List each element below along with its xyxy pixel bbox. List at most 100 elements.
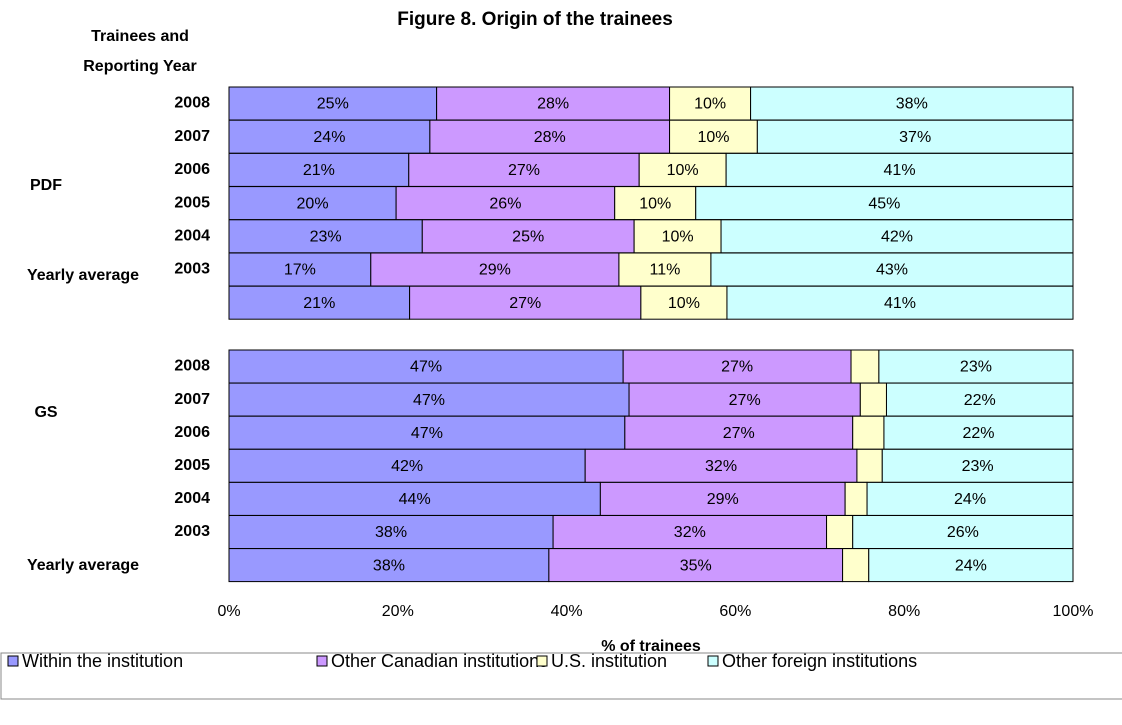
- y-tick-label: 2006: [174, 424, 210, 441]
- bar-segment: [228, 349, 624, 384]
- data-label: 10%: [694, 96, 726, 113]
- bar-segment: [228, 86, 438, 121]
- bar-segment: [409, 285, 642, 320]
- data-label: 10%: [697, 129, 729, 146]
- data-label: 32%: [705, 458, 737, 475]
- data-label: 27%: [508, 162, 540, 179]
- y-tick-label: 2007: [174, 128, 210, 145]
- bar-segment: [726, 285, 1074, 320]
- data-label: 42%: [881, 229, 913, 246]
- bar-segment: [826, 515, 854, 549]
- data-label: 28%: [534, 129, 566, 146]
- bar-segment: [228, 186, 397, 221]
- bar-segment: [228, 515, 554, 549]
- data-label: 22%: [964, 392, 996, 409]
- data-label: 29%: [479, 262, 511, 279]
- bar-segment: [669, 119, 758, 154]
- x-axis-label: % of trainees: [601, 638, 701, 655]
- legend-label: Other foreign institutions: [722, 651, 917, 671]
- data-label: 35%: [680, 557, 712, 574]
- bar-segment: [866, 481, 1074, 516]
- chart-title: Figure 8. Origin of the trainees: [397, 9, 673, 30]
- data-label: 10%: [667, 162, 699, 179]
- data-label: 38%: [373, 557, 405, 574]
- y-tick-label: 2003: [174, 523, 210, 540]
- bar-segment: [669, 86, 752, 121]
- bar-segment: [599, 481, 846, 516]
- data-label: 37%: [899, 129, 931, 146]
- bar-segment: [421, 219, 635, 254]
- x-tick-label: 80%: [888, 603, 920, 620]
- data-label: 11%: [650, 262, 681, 279]
- data-label: 32%: [674, 524, 706, 541]
- bar-segment: [628, 382, 861, 417]
- y-tick-label: 2005: [174, 457, 210, 474]
- bar-segment: [868, 548, 1074, 583]
- bar-segment: [548, 548, 844, 583]
- bar-segment: [852, 415, 885, 450]
- data-label: 21%: [303, 162, 335, 179]
- bar-segment: [228, 219, 423, 254]
- bar-segment: [750, 86, 1074, 121]
- y-axis-label: Reporting Year: [83, 58, 197, 75]
- y-tick-label: 2004: [174, 490, 210, 507]
- x-tick-label: 100%: [1053, 603, 1094, 620]
- bar-segment: [844, 481, 868, 516]
- average-label: Yearly average: [27, 267, 139, 284]
- y-tick-label: 2003: [174, 261, 210, 278]
- data-label: 27%: [723, 425, 755, 442]
- bar-segment: [395, 186, 616, 221]
- bar-segment: [878, 349, 1074, 384]
- bar-segment: [885, 382, 1074, 417]
- bar-segment: [640, 285, 728, 320]
- legend-swatch: [316, 655, 328, 667]
- data-label: 10%: [662, 229, 694, 246]
- data-label: 47%: [413, 392, 445, 409]
- bar-segment: [429, 119, 671, 154]
- data-label: 26%: [947, 524, 979, 541]
- data-label: 23%: [960, 359, 992, 376]
- bar-segment: [614, 186, 697, 221]
- x-tick-label: 60%: [719, 603, 751, 620]
- data-label: 10%: [639, 195, 671, 212]
- bar-segment: [725, 152, 1074, 187]
- y-tick-label: 2008: [174, 95, 210, 112]
- legend-swatch: [707, 655, 719, 667]
- data-label: 43%: [876, 262, 908, 279]
- bar-segment: [228, 285, 411, 320]
- bar-segment: [710, 252, 1074, 287]
- data-label: 44%: [399, 491, 431, 508]
- data-label: 38%: [375, 524, 407, 541]
- bar-segment: [859, 382, 887, 417]
- legend-box: [0, 652, 1122, 700]
- bar-segment: [842, 548, 870, 583]
- bar-segment: [881, 448, 1074, 483]
- x-tick-label: 0%: [217, 603, 240, 620]
- y-tick-label: 2004: [174, 228, 210, 245]
- data-label: 27%: [509, 295, 541, 312]
- data-label: 27%: [721, 359, 753, 376]
- data-label: 26%: [489, 195, 521, 212]
- data-label: 21%: [303, 295, 335, 312]
- data-label: 23%: [962, 458, 994, 475]
- x-tick-label: 40%: [551, 603, 583, 620]
- legend-label: U.S. institution: [551, 651, 667, 671]
- data-label: 41%: [884, 162, 916, 179]
- data-label: 10%: [668, 295, 700, 312]
- data-label: 47%: [410, 359, 442, 376]
- data-label: 24%: [955, 557, 987, 574]
- bar-segment: [852, 515, 1074, 549]
- bar-segment: [228, 119, 431, 154]
- data-label: 24%: [954, 491, 986, 508]
- bar-segment: [883, 415, 1074, 450]
- y-tick-label: 2006: [174, 161, 210, 178]
- data-label: 22%: [962, 425, 994, 442]
- data-label: 25%: [317, 96, 349, 113]
- data-label: 28%: [537, 96, 569, 113]
- bar-segment: [850, 349, 880, 384]
- bar-segment: [856, 448, 883, 483]
- data-label: 41%: [884, 295, 916, 312]
- legend-label: Other Canadian institutions: [331, 651, 548, 671]
- bar-segment: [228, 448, 586, 483]
- bar-segment: [695, 186, 1074, 221]
